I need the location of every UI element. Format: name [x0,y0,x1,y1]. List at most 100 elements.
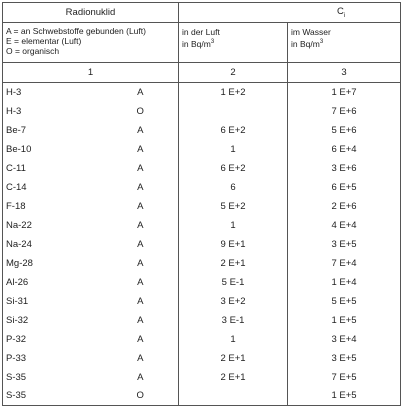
form: A [102,82,179,102]
air-value: 3 E+2 [178,291,288,311]
form: A [102,348,179,368]
water-value: 4 E+4 [287,215,401,235]
table-row: Be-7 A 6 E+2 5 E+6 [2,120,401,140]
table-row: Si-31 A 3 E+2 5 E+5 [2,291,401,311]
nuclide: Al-26 [2,272,103,292]
unit-text: in Bq/m3 [291,37,400,49]
table-row: C-11 A 6 E+2 3 E+6 [2,158,401,178]
water-value: 1 E+7 [287,82,401,102]
air-value: 3 E-1 [178,310,288,330]
air-value: 5 E-1 [178,272,288,292]
nuclide: P-33 [2,348,103,368]
unit-cell: in der Luft in Bq/m3 [178,22,288,63]
nuclide: H-3 [2,101,103,121]
form: A [102,272,179,292]
water-value: 5 E+5 [287,291,401,311]
form: A [102,158,179,178]
water-value: 7 E+6 [287,101,401,121]
water-value: 6 E+5 [287,177,401,197]
nuclide: Na-22 [2,215,103,235]
nuclide: Mg-28 [2,253,103,273]
form: A [102,291,179,311]
water-value: 1 E+5 [287,310,401,330]
water-value: 7 E+4 [287,253,401,273]
nuclide: C-11 [2,158,103,178]
water-value: 6 E+4 [287,139,401,159]
water-value: 7 E+5 [287,367,401,387]
form: O [102,386,179,406]
table-row: Be-10 A 1 6 E+4 [2,139,401,159]
air-value: 6 E+2 [178,120,288,140]
nuclide: S-35 [2,386,103,406]
form: A [102,234,179,254]
table-row: S-35 A 2 E+1 7 E+5 [2,367,401,387]
table-row: H-3 A 1 E+2 1 E+7 [2,82,401,102]
unit-label: in der Luft [182,27,220,37]
air-value: 6 [178,177,288,197]
water-value: 3 E+5 [287,348,401,368]
nuclide: S-35 [2,367,103,387]
column-number: 2 [178,62,288,83]
form: A [102,253,179,273]
header-symbol: C [337,6,344,18]
air-value [178,101,288,121]
water-value: 1 E+5 [287,386,401,406]
air-value: 9 E+1 [178,234,288,254]
legend-line: O = organisch [6,46,60,56]
table-body: H-3 A 1 E+2 1 E+7 H-3 O 7 E+6 Be-7 A 6 E+2 5 E+6 Be… [2,82,401,406]
unit: in Bq/m [182,38,211,49]
unit-cell: im Wasser in Bq/m3 [287,22,401,63]
air-value: 2 E+1 [178,348,288,368]
air-value: 6 E+2 [178,158,288,178]
form: A [102,120,179,140]
legend-line: E = elementar (Luft) [6,36,82,46]
column-number: 1 [2,62,179,83]
table-row: Si-32 A 3 E-1 1 E+5 [2,310,401,330]
air-value: 2 E+1 [178,253,288,273]
water-value: 3 E+6 [287,158,401,178]
column-number: 3 [287,62,401,83]
nuclide: F-18 [2,196,103,216]
form: A [102,215,179,235]
header-cell: Radionuklid [2,2,179,23]
form: A [102,329,179,349]
form: O [102,101,179,121]
air-value: 1 [178,215,288,235]
table-row: S-35 O 1 E+5 [2,386,401,406]
nuclide: Be-7 [2,120,103,140]
header-symbol-sub: i [343,12,346,19]
air-value: 1 [178,139,288,159]
form: A [102,367,179,387]
air-value [178,386,288,406]
table-row: H-3 O 7 E+6 [2,101,401,121]
nuclide: H-3 [2,82,103,102]
form: A [102,196,179,216]
header-text: Radionuklid [65,7,116,18]
table-row: Na-22 A 1 4 E+4 [2,215,401,235]
unit-text: in Bq/m3 [182,37,287,49]
water-value: 1 E+4 [287,272,401,292]
table-row: Na-24 A 9 E+1 3 E+5 [2,234,401,254]
nuclide: Si-32 [2,310,103,330]
legend-line: A = an Schwebstoffe gebunden (Luft) [6,26,146,36]
form: A [102,139,179,159]
form: A [102,310,179,330]
water-value: 3 E+4 [287,329,401,349]
table-row: P-33 A 2 E+1 3 E+5 [2,348,401,368]
form: A [102,177,179,197]
water-value: 3 E+5 [287,234,401,254]
air-value: 5 E+2 [178,196,288,216]
water-value: 2 E+6 [287,196,401,216]
air-value: 2 E+1 [178,367,288,387]
nuclide: Si-31 [2,291,103,311]
air-value: 1 E+2 [178,82,288,102]
water-value: 5 E+6 [287,120,401,140]
table-row: C-14 A 6 6 E+5 [2,177,401,197]
nuclide: Na-24 [2,234,103,254]
table-row: Al-26 A 5 E-1 1 E+4 [2,272,401,292]
unit-exp: 3 [319,39,324,45]
table-row: P-32 A 1 3 E+4 [2,329,401,349]
unit: in Bq/m [291,38,320,49]
